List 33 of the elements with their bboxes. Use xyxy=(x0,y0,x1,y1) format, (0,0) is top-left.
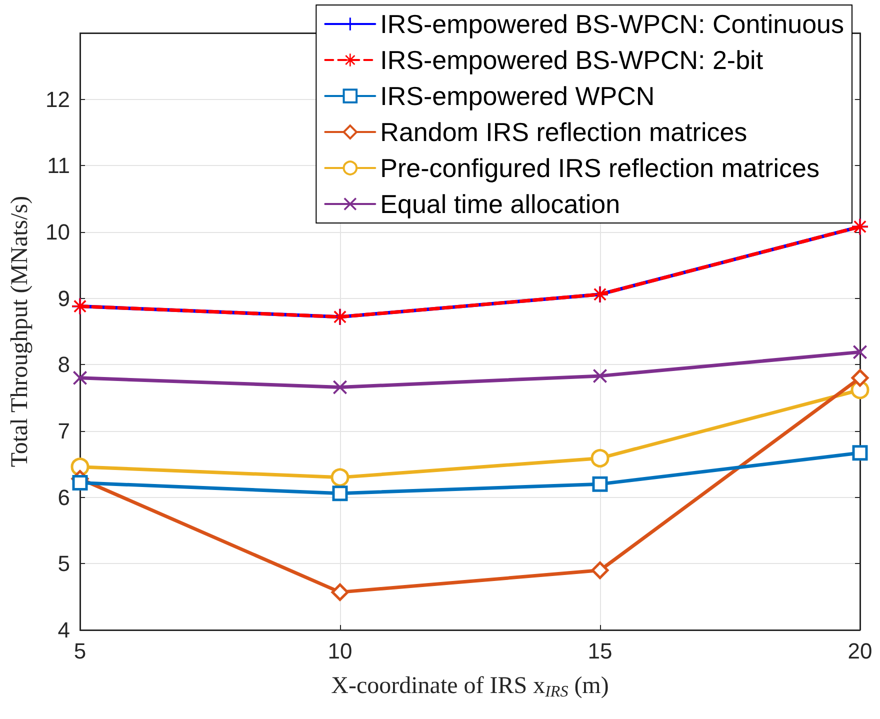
point xyxy=(330,468,350,487)
x-tick-label: 10 xyxy=(328,638,352,664)
legend-label: IRS-empowered BS-WPCN: Continuous xyxy=(380,9,844,39)
legend-label: IRS-empowered WPCN xyxy=(380,81,655,111)
point xyxy=(332,486,348,502)
y-tick-label: 8 xyxy=(58,352,70,378)
y-tick-label: 6 xyxy=(58,484,70,510)
legend-label: IRS-empowered BS-WPCN: 2-bit xyxy=(380,45,764,75)
point xyxy=(593,368,607,383)
legend-label: Random IRS reflection matrices xyxy=(380,117,748,147)
point xyxy=(590,448,610,468)
y-axis-title: Total Throughput (MNats/s) xyxy=(7,196,33,468)
y-tick-label: 10 xyxy=(46,220,70,244)
point xyxy=(72,474,88,490)
point xyxy=(73,370,87,385)
y-tick-label: 5 xyxy=(58,551,70,576)
legend-label: Pre-configured IRS reflection matrices xyxy=(380,153,820,183)
point xyxy=(331,583,349,601)
legend-label: Equal time allocation xyxy=(380,189,620,219)
y-tick-label: 7 xyxy=(58,418,70,444)
point xyxy=(853,345,867,360)
y-tick-label: 9 xyxy=(58,286,70,311)
y-tick-label: 4 xyxy=(58,618,70,642)
x-tick-label: 5 xyxy=(74,638,86,664)
point xyxy=(852,445,868,461)
y-tick-label: 12 xyxy=(46,86,70,112)
y-tick-label: 11 xyxy=(47,153,70,178)
point xyxy=(591,562,609,580)
x-tick-label: 15 xyxy=(588,638,612,664)
point xyxy=(592,476,608,492)
point xyxy=(333,380,347,394)
x-tick-label: 20 xyxy=(848,638,872,664)
point xyxy=(851,369,869,387)
